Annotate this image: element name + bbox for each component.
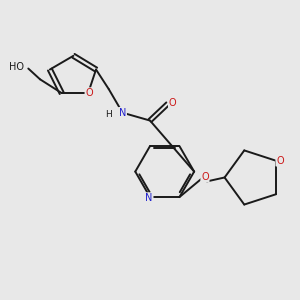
Text: H: H [105, 110, 112, 119]
Text: O: O [201, 172, 209, 182]
Text: O: O [276, 156, 284, 166]
Text: N: N [119, 108, 126, 118]
Text: O: O [169, 98, 176, 108]
Text: N: N [145, 193, 153, 203]
Text: HO: HO [9, 61, 24, 72]
Text: O: O [85, 88, 93, 98]
